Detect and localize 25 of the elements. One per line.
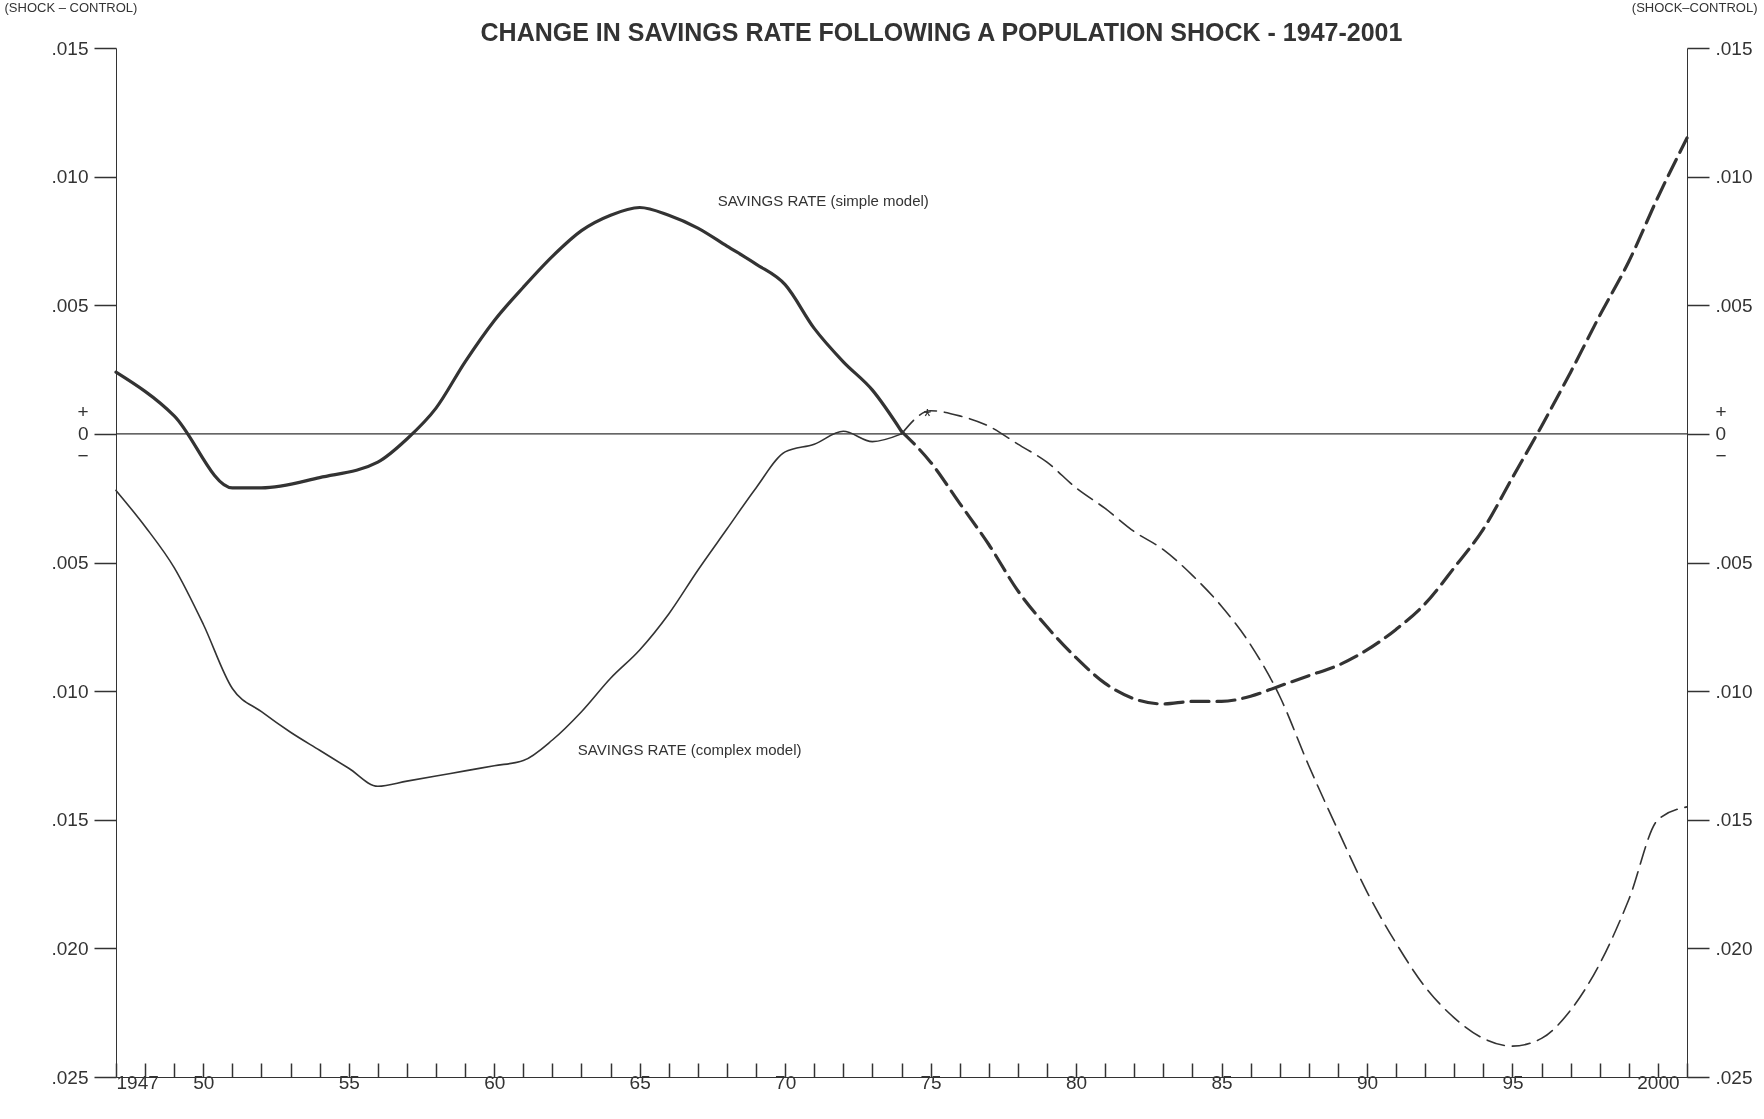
y2-tick-label: .005 bbox=[1715, 294, 1753, 316]
x-tick-label: 55 bbox=[338, 1071, 360, 1093]
y-tick-label: + 0 − bbox=[77, 401, 89, 467]
y-tick-label: .005 bbox=[51, 294, 89, 316]
y2-tick-label: .005 bbox=[1715, 552, 1753, 573]
y2-tick-label: .020 bbox=[1715, 937, 1753, 959]
y-tick-label: .005 bbox=[51, 552, 89, 573]
y2-tick-label: .025 bbox=[1715, 1066, 1753, 1088]
y-tick-label: .010 bbox=[51, 680, 89, 702]
y2-tick-label: .015 bbox=[1715, 37, 1753, 59]
y2-tick-label: + 0 − bbox=[1715, 401, 1727, 467]
y2-axis-title: (SHOCK–CONTROL) bbox=[1631, 0, 1758, 15]
annotation: * bbox=[923, 405, 932, 428]
chart-title: CHANGE IN SAVINGS RATE FOLLOWING A POPULATION SHOCK - 1947-2001 bbox=[480, 18, 1403, 46]
y2-tick-label: .015 bbox=[1715, 809, 1753, 831]
y-tick-label: .020 bbox=[51, 937, 89, 959]
y2-tick-label: .010 bbox=[1715, 166, 1753, 188]
y-tick-label: .015 bbox=[51, 37, 89, 59]
y-tick-label: .025 bbox=[51, 1066, 89, 1088]
series-label: SAVINGS RATE (complex model) bbox=[577, 741, 802, 759]
y2-tick-label: .010 bbox=[1715, 680, 1753, 702]
y-tick-label: .010 bbox=[51, 166, 89, 188]
y-tick-label: .015 bbox=[51, 809, 89, 831]
series-label: SAVINGS RATE (simple model) bbox=[717, 192, 929, 210]
y-axis-title: (SHOCK – CONTROL) bbox=[4, 0, 138, 15]
